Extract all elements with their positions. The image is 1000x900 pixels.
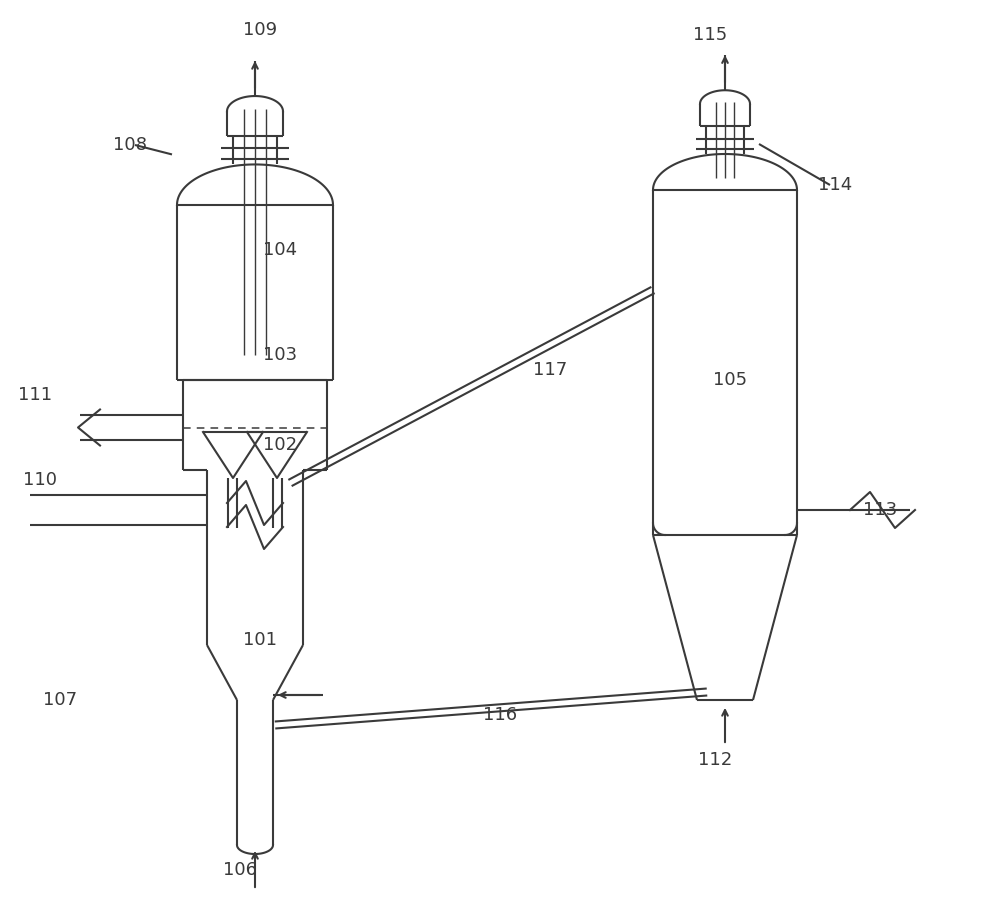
Text: 114: 114	[818, 176, 852, 194]
Text: 113: 113	[863, 501, 897, 519]
Text: 117: 117	[533, 361, 567, 379]
Text: 107: 107	[43, 691, 77, 709]
Text: 102: 102	[263, 436, 297, 454]
Text: 106: 106	[223, 861, 257, 879]
Text: 116: 116	[483, 706, 517, 724]
Text: 103: 103	[263, 346, 297, 364]
Text: 105: 105	[713, 371, 747, 389]
Text: 109: 109	[243, 21, 277, 39]
Text: 110: 110	[23, 471, 57, 489]
Text: 108: 108	[113, 136, 147, 154]
Text: 111: 111	[18, 386, 52, 404]
Text: 115: 115	[693, 26, 727, 44]
Text: 112: 112	[698, 751, 732, 769]
Text: 101: 101	[243, 631, 277, 649]
Text: 104: 104	[263, 241, 297, 259]
